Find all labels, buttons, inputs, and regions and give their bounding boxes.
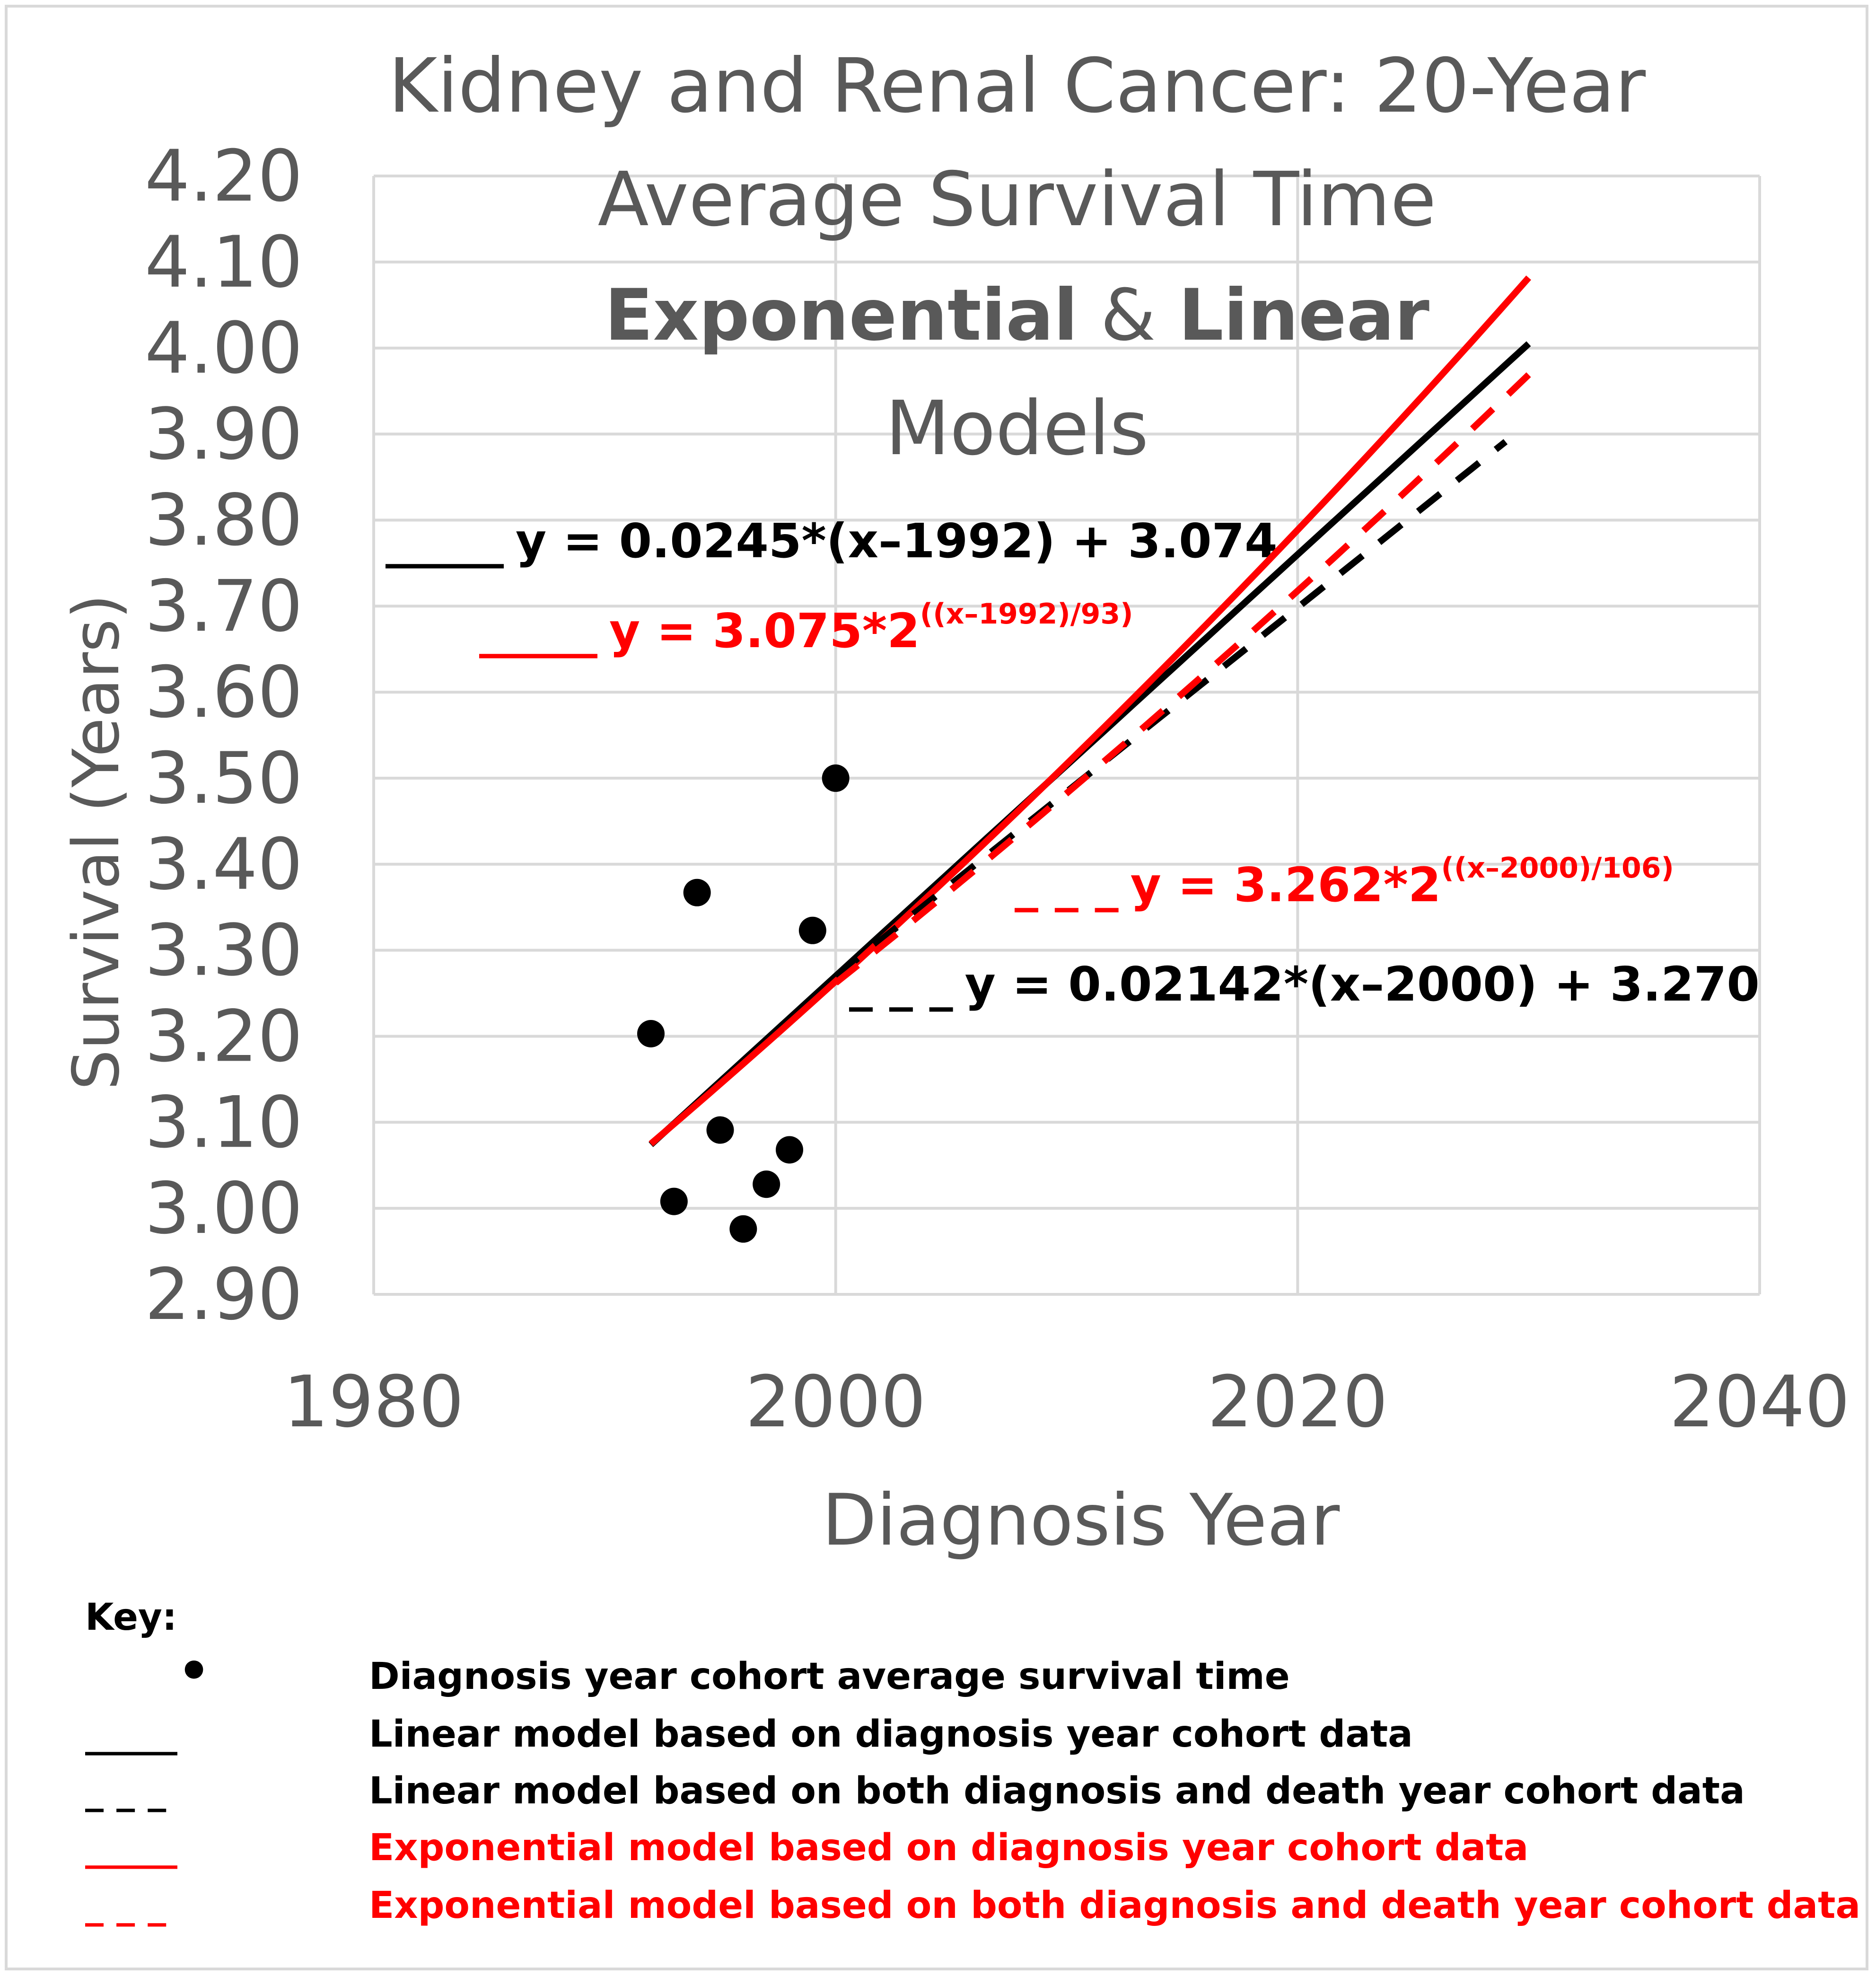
key-symbol-3: _____ xyxy=(85,1827,177,1869)
series-line-1 xyxy=(649,275,1531,1147)
annotation-exponential-1-marker: _____ xyxy=(479,603,597,659)
x-tick-label-2: 2020 xyxy=(1207,1361,1388,1443)
x-tick-labels: 1980 2000 2020 2040 xyxy=(283,1361,1850,1443)
y-tick-label-13: 4.20 xyxy=(145,135,303,218)
annotation-linear-1-marker: _____ xyxy=(386,513,504,569)
x-tick-label-3: 2040 xyxy=(1669,1361,1850,1443)
data-point-0 xyxy=(637,1020,665,1048)
key-label-1: Linear model based on diagnosis year coh… xyxy=(369,1713,1413,1756)
gridlines xyxy=(372,175,1761,1296)
y-tick-label-9: 3.80 xyxy=(145,479,303,562)
y-tick-label-8: 3.70 xyxy=(145,565,303,648)
key: • Diagnosis year cohort average survival … xyxy=(85,1641,1860,1927)
annotation-exponential-1-exponent: ((x–1992)/93) xyxy=(920,597,1133,631)
x-tick-label-0: 1980 xyxy=(283,1361,464,1443)
data-points xyxy=(637,764,850,1243)
figure-frame xyxy=(5,5,1868,1970)
annotation-exponential-2-marker: _ _ _ xyxy=(1015,857,1119,913)
y-tick-label-12: 4.10 xyxy=(145,221,303,304)
data-point-6 xyxy=(776,1136,803,1164)
y-tick-label-1: 3.00 xyxy=(145,1168,303,1250)
title-ampersand: & xyxy=(1078,274,1178,357)
title-bold-linear: Linear xyxy=(1178,274,1429,357)
chart-title-line2: Average Survival Time xyxy=(598,156,1437,243)
data-point-3 xyxy=(706,1116,734,1144)
key-symbol-2: _ _ _ xyxy=(85,1770,166,1812)
annotation-linear-1-equation: y = 0.0245*(x–1992) + 3.074 xyxy=(516,513,1278,569)
y-tick-label-2: 3.10 xyxy=(145,1081,303,1164)
y-axis-title: Survival (Years) xyxy=(59,594,133,1090)
annotation-exponential-1: _____ y = 3.075*2((x–1992)/93) xyxy=(479,597,1133,659)
annotation-exponential-2-exponent: ((x–2000)/106) xyxy=(1441,852,1674,885)
title-bold-exponential: Exponential xyxy=(605,274,1078,357)
x-axis-title: Diagnosis Year xyxy=(822,1479,1340,1562)
y-tick-label-10: 3.90 xyxy=(145,394,303,476)
data-point-4 xyxy=(729,1215,757,1243)
data-point-8 xyxy=(822,764,850,792)
key-label-4: Exponential model based on both diagnosi… xyxy=(369,1884,1860,1927)
data-point-5 xyxy=(753,1170,780,1198)
annotation-linear-2-marker: _ _ _ xyxy=(849,957,953,1012)
y-tick-labels: 2.903.003.103.203.303.403.503.603.703.80… xyxy=(145,135,303,1336)
annotation-linear-1: _____ y = 0.0245*(x–1992) + 3.074 xyxy=(386,513,1278,569)
y-tick-label-6: 3.50 xyxy=(145,738,303,820)
series-line-2 xyxy=(833,439,1508,979)
y-tick-label-11: 4.00 xyxy=(145,308,303,390)
annotation-linear-2-equation: y = 0.02142*(x–2000) + 3.270 xyxy=(965,957,1760,1012)
series-lines xyxy=(649,275,1531,1147)
key-label-2: Linear model based on both diagnosis and… xyxy=(369,1770,1745,1812)
key-label-0: Diagnosis year cohort average survival t… xyxy=(369,1655,1290,1698)
data-point-2 xyxy=(683,879,711,906)
x-tick-label-1: 2000 xyxy=(745,1361,926,1443)
y-tick-label-7: 3.60 xyxy=(145,651,303,734)
data-point-1 xyxy=(660,1187,688,1215)
key-symbol-0: • xyxy=(177,1641,210,1701)
chart-title-line1: Kidney and Renal Cancer: 20-Year xyxy=(388,43,1646,130)
annotation-exponential-2-equation: y = 3.262*2 xyxy=(1131,857,1441,913)
y-tick-label-4: 3.30 xyxy=(145,910,303,992)
data-point-7 xyxy=(798,916,826,944)
annotation-exponential-1-equation: y = 3.075*2 xyxy=(609,603,920,659)
key-symbol-1: _____ xyxy=(85,1713,177,1756)
y-tick-label-0: 2.90 xyxy=(145,1254,303,1336)
chart-title-line3: Exponential & Linear xyxy=(605,274,1429,357)
key-label-3: Exponential model based on diagnosis yea… xyxy=(369,1827,1528,1869)
series-line-3 xyxy=(833,372,1531,986)
y-tick-label-5: 3.40 xyxy=(145,824,303,906)
y-tick-label-3: 3.20 xyxy=(145,995,303,1078)
annotation-exponential-2: _ _ _ y = 3.262*2((x–2000)/106) xyxy=(1015,852,1674,913)
key-symbol-4: _ _ _ xyxy=(85,1884,166,1927)
chart-title-line4: Models xyxy=(885,385,1149,472)
key-title: Key: xyxy=(85,1596,177,1639)
annotation-linear-2: _ _ _ y = 0.02142*(x–2000) + 3.270 xyxy=(849,957,1760,1012)
